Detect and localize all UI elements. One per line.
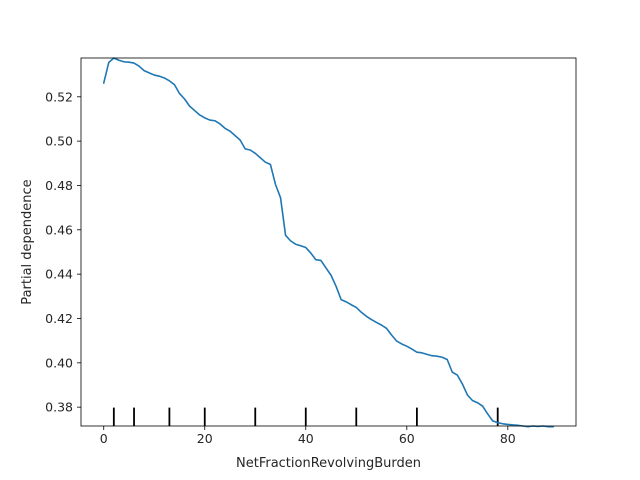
y-tick-label-4: 0.46 [45,222,73,237]
plot-lines [102,57,555,428]
x-tick-label-3: 60 [399,431,415,446]
y-axis-label: Partial dependence [20,179,35,304]
y-axis: 0.38 0.40 0.42 0.44 0.46 0.48 0.50 0.52 [45,89,81,415]
y-tick-label-6: 0.50 [45,134,73,149]
x-tick-label-1: 20 [197,431,213,446]
y-tick-label-5: 0.48 [45,178,73,193]
series-line-0 [102,57,555,428]
y-tick-label-7: 0.52 [45,89,73,104]
x-tick-label-0: 0 [100,431,108,446]
decile-rug [112,407,499,426]
x-tick-label-4: 80 [500,431,516,446]
x-axis-label: NetFractionRevolvingBurden [236,456,421,471]
y-tick-label-1: 0.40 [45,355,73,370]
y-tick-label-2: 0.42 [45,311,73,326]
plot-frame [80,57,577,427]
y-tick-label-3: 0.44 [45,267,73,282]
x-axis: 0 20 40 60 80 [100,426,516,446]
y-tick-label-0: 0.38 [45,400,73,415]
x-tick-label-2: 40 [298,431,314,446]
